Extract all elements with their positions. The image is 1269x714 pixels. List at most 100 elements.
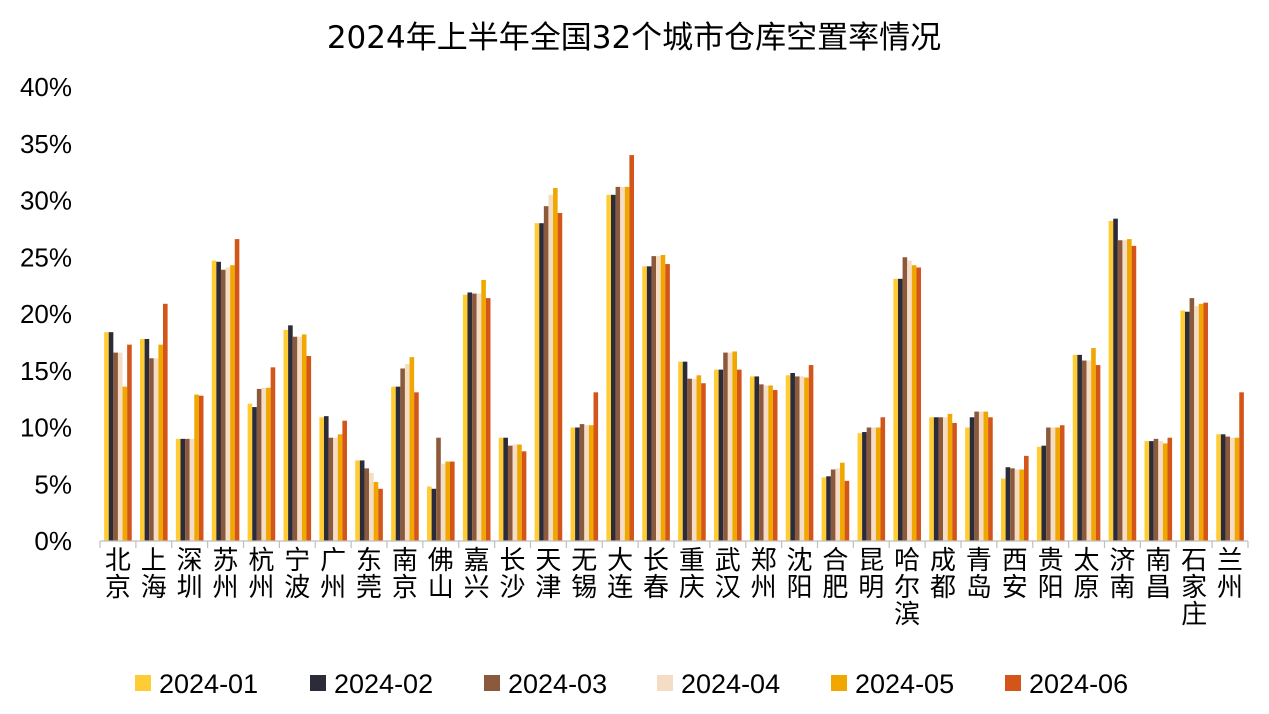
bar-2024-06-兰州 (1239, 392, 1244, 541)
bar-2024-02-哈尔滨 (897, 278, 903, 541)
y-tick-label: 5% (34, 469, 72, 499)
bar-2024-04-西安 (1014, 469, 1020, 541)
x-category-label: 兰州 (1217, 546, 1243, 603)
bar-2024-05-西安 (1019, 469, 1025, 541)
bar-2024-05-太原 (1091, 348, 1096, 541)
bar-2024-06-昆明 (880, 417, 886, 541)
bar-2024-06-沈阳 (808, 365, 814, 541)
bar-2024-05-东莞 (373, 481, 379, 541)
bar-2024-06-嘉兴 (485, 298, 491, 541)
bar-2024-03-太原 (1081, 360, 1087, 541)
x-category-label: 南京 (392, 546, 418, 603)
bar-2024-04-济南 (1122, 240, 1128, 542)
bar-2024-05-广州 (337, 434, 343, 541)
bar-2024-03-北京 (113, 352, 118, 541)
bar-2024-03-郑州 (759, 384, 764, 541)
x-category-label: 重庆 (679, 546, 705, 603)
y-tick-label: 25% (20, 242, 72, 272)
bar-2024-06-武汉 (737, 369, 742, 541)
bar-2024-04-成都 (943, 417, 948, 541)
bar-2024-03-杭州 (256, 388, 262, 541)
legend-swatch (484, 675, 500, 691)
bar-2024-06-长春 (665, 264, 670, 541)
bar-2024-01-东莞 (355, 460, 360, 541)
bar-2024-04-沈阳 (799, 376, 805, 541)
bar-2024-02-大连 (610, 194, 616, 541)
bar-2024-03-武汉 (723, 352, 728, 541)
bar-2024-01-南昌 (1144, 441, 1150, 541)
bar-2024-05-无锡 (588, 425, 594, 541)
y-tick-label: 10% (20, 413, 72, 443)
bar-2024-05-嘉兴 (481, 279, 486, 541)
bar-2024-03-成都 (938, 417, 944, 541)
bar-2024-01-长沙 (498, 437, 504, 541)
x-category-label: 佛山 (428, 546, 454, 603)
bar-2024-06-天津 (557, 212, 563, 542)
x-category-label: 成都 (930, 546, 956, 603)
bar-2024-06-南京 (414, 392, 419, 541)
bar-2024-01-武汉 (714, 369, 719, 541)
x-category-label: 沈阳 (787, 546, 813, 603)
legend-swatch (135, 675, 151, 691)
bar-2024-01-大连 (606, 194, 611, 541)
bar-2024-02-深圳 (180, 438, 186, 541)
bar-2024-06-宁波 (306, 356, 312, 541)
x-category-label: 无锡 (571, 546, 597, 603)
x-category-label: 深圳 (177, 546, 203, 603)
bar-2024-04-嘉兴 (476, 293, 482, 541)
bar-2024-05-重庆 (696, 375, 702, 541)
bar-2024-04-重庆 (691, 378, 697, 541)
bar-2024-06-深圳 (198, 395, 204, 541)
bar-2024-02-广州 (323, 416, 329, 541)
bar-2024-02-嘉兴 (467, 292, 473, 541)
bar-2024-01-苏州 (211, 260, 217, 541)
bar-2024-04-哈尔滨 (907, 260, 912, 541)
x-category-label: 贵阳 (1038, 546, 1064, 603)
bar-2024-03-宁波 (292, 336, 298, 541)
bar-2024-01-合肥 (821, 477, 827, 541)
bar-2024-05-大连 (624, 186, 630, 541)
bar-2024-03-深圳 (185, 438, 190, 541)
bar-2024-06-济南 (1131, 245, 1137, 541)
bar-2024-03-无锡 (579, 424, 585, 541)
bar-2024-04-兰州 (1230, 437, 1235, 541)
bar-2024-02-佛山 (431, 488, 437, 541)
bar-2024-01-成都 (929, 417, 934, 541)
bar-2024-02-成都 (933, 417, 939, 541)
bar-2024-04-武汉 (727, 352, 733, 541)
x-category-label: 西安 (1002, 546, 1028, 603)
bar-2024-06-石家庄 (1203, 302, 1208, 541)
bar-2024-01-广州 (319, 417, 324, 541)
bar-2024-02-济南 (1113, 218, 1118, 541)
bar-2024-01-济南 (1108, 220, 1114, 541)
bar-2024-04-佛山 (440, 463, 446, 541)
bar-2024-03-上海 (149, 358, 154, 541)
bar-2024-01-南京 (391, 386, 396, 541)
bar-2024-01-杭州 (247, 403, 253, 541)
bar-2024-01-北京 (104, 332, 109, 541)
bar-2024-05-深圳 (194, 394, 199, 541)
x-axis: 北京上海深圳苏州杭州宁波广州东莞南京佛山嘉兴长沙天津无锡大连长春重庆武汉郑州沈阳… (99, 540, 1249, 630)
legend: 2024-01 2024-02 2024-03 2024-04 2024-05 2024-… (135, 669, 1128, 699)
bar-2024-05-佛山 (445, 461, 451, 541)
bar-2024-04-南京 (404, 363, 410, 541)
bar-2024-05-成都 (947, 413, 953, 541)
bar-2024-04-石家庄 (1194, 306, 1199, 541)
bar-2024-03-广州 (328, 437, 334, 541)
y-tick-label: 15% (20, 356, 72, 386)
legend-item-2024-01: 2024-01 (135, 669, 258, 699)
bar-2024-05-哈尔滨 (911, 265, 917, 541)
bar-2024-04-杭州 (261, 387, 267, 541)
bar-2024-02-无锡 (575, 427, 580, 541)
x-category-label: 合肥 (822, 546, 848, 603)
bar-2024-03-苏州 (220, 269, 226, 541)
bar-2024-06-北京 (127, 344, 132, 541)
legend-item-2024-02: 2024-02 (310, 669, 433, 699)
bar-2024-04-苏州 (225, 267, 231, 541)
x-category-label: 南昌 (1145, 546, 1171, 603)
x-category-label: 长沙 (500, 546, 526, 603)
bar-2024-05-郑州 (768, 385, 773, 541)
bar-2024-01-上海 (140, 338, 145, 541)
